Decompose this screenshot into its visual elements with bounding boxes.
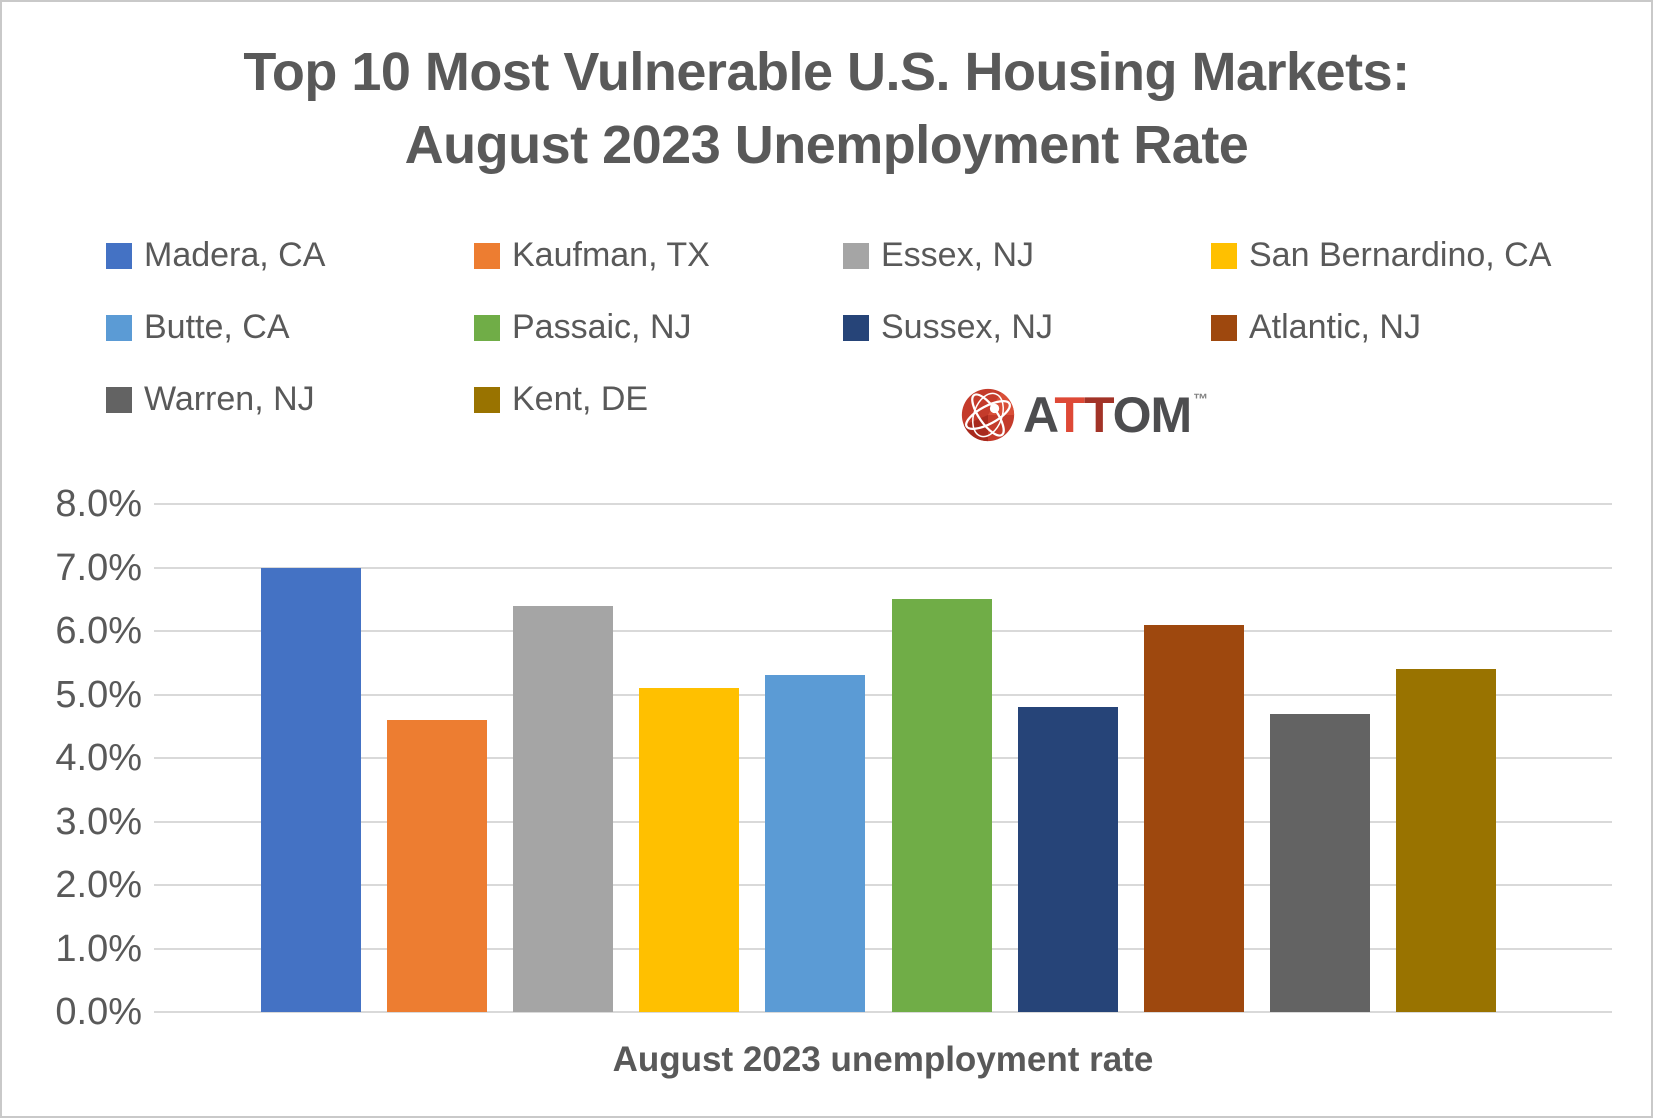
gridline-8-0 bbox=[154, 503, 1612, 505]
bar-atlantic-nj bbox=[1143, 624, 1244, 1012]
legend-label: Kaufman, TX bbox=[512, 236, 710, 274]
legend-label: Warren, NJ bbox=[144, 380, 315, 418]
legend-item-san-bernardino-ca: San Bernardino, CA bbox=[1211, 236, 1576, 274]
legend-item-kaufman-tx: Kaufman, TX bbox=[474, 236, 843, 274]
bar-passaic-nj bbox=[891, 599, 992, 1012]
legend-item-madera-ca: Madera, CA bbox=[106, 236, 474, 274]
gridline-4-0 bbox=[154, 757, 1612, 759]
legend-label: San Bernardino, CA bbox=[1249, 236, 1552, 274]
y-tick-label-7-0: 7.0% bbox=[55, 546, 142, 589]
gridline-0-0 bbox=[154, 1011, 1612, 1013]
trademark-icon: ™ bbox=[1193, 391, 1208, 408]
legend-item-kent-de: Kent, DE bbox=[474, 380, 843, 418]
legend-item-sussex-nj: Sussex, NJ bbox=[843, 308, 1211, 346]
legend-swatch-icon bbox=[106, 242, 132, 269]
legend-swatch-icon bbox=[843, 242, 869, 269]
legend-swatch-icon bbox=[106, 314, 132, 341]
y-tick-label-2-0: 2.0% bbox=[55, 864, 142, 906]
legend-swatch-icon bbox=[106, 386, 132, 413]
attom-logo-text: ATTOM ™ bbox=[1023, 387, 1208, 443]
attom-letter: T bbox=[1054, 387, 1085, 443]
legend-item-butte-ca: Butte, CA bbox=[106, 308, 474, 346]
legend-label: Madera, CA bbox=[144, 236, 326, 274]
chart-legend: Madera, CA Kaufman, TX Essex, NJ San Bernar… bbox=[106, 236, 1576, 418]
gridline-6-0 bbox=[154, 630, 1612, 632]
legend-swatch-icon bbox=[1211, 314, 1237, 341]
legend-label: Passaic, NJ bbox=[512, 308, 692, 346]
legend-swatch-icon bbox=[474, 386, 500, 413]
chart-title-line2: August 2023 Unemployment Rate bbox=[404, 114, 1249, 175]
legend-label: Butte, CA bbox=[144, 308, 290, 346]
gridline-2-0 bbox=[154, 884, 1612, 886]
chart-title: Top 10 Most Vulnerable U.S. Housing Mark… bbox=[2, 36, 1651, 182]
legend-item-essex-nj: Essex, NJ bbox=[843, 236, 1211, 274]
attom-letter: M bbox=[1150, 387, 1193, 443]
attom-globe-icon bbox=[961, 388, 1015, 442]
attom-letter: A bbox=[1023, 387, 1055, 443]
bar-madera-ca bbox=[261, 567, 361, 1012]
chart-title-line1: Top 10 Most Vulnerable U.S. Housing Mark… bbox=[243, 42, 1410, 102]
legend-label: Atlantic, NJ bbox=[1249, 308, 1421, 346]
legend-swatch-icon bbox=[474, 314, 500, 341]
y-tick-label-1-0: 1.0% bbox=[55, 927, 142, 970]
y-tick-label-6-0: 6.0% bbox=[55, 610, 142, 652]
legend-item-warren-nj: Warren, NJ bbox=[106, 380, 474, 418]
y-tick-label-5-0: 5.0% bbox=[55, 673, 142, 716]
legend-swatch-icon bbox=[474, 242, 500, 269]
bar-essex-nj bbox=[513, 605, 614, 1012]
legend-item-atlantic-nj: Atlantic, NJ bbox=[1211, 308, 1576, 346]
legend-label: Sussex, NJ bbox=[881, 308, 1053, 346]
x-axis-title: August 2023 unemployment rate bbox=[612, 1040, 1154, 1079]
gridline-7-0 bbox=[154, 566, 1612, 569]
bar-kent-de bbox=[1395, 669, 1496, 1012]
y-tick-label-4-0: 4.0% bbox=[55, 737, 142, 779]
plot-area bbox=[154, 503, 1612, 1013]
bar-kaufman-tx bbox=[387, 719, 488, 1012]
bar-san-bernardino-ca bbox=[639, 688, 740, 1012]
attom-letter: T bbox=[1083, 387, 1114, 443]
attom-letter: O bbox=[1112, 387, 1152, 443]
gridline-3-0 bbox=[154, 820, 1612, 823]
y-tick-label-8-0: 8.0% bbox=[55, 483, 142, 525]
attom-wordmark: ATTOM bbox=[1023, 387, 1193, 443]
legend-swatch-icon bbox=[843, 314, 869, 341]
bar-series bbox=[261, 504, 1496, 1012]
y-tick-label-3-0: 3.0% bbox=[55, 800, 142, 843]
legend-item-passaic-nj: Passaic, NJ bbox=[474, 308, 843, 346]
gridline-5-0 bbox=[154, 693, 1612, 696]
y-tick-label-0-0: 0.0% bbox=[55, 991, 142, 1033]
bar-butte-ca bbox=[765, 675, 866, 1012]
legend-swatch-icon bbox=[1211, 242, 1237, 269]
legend-label: Essex, NJ bbox=[881, 236, 1035, 274]
gridline-1-0 bbox=[154, 947, 1612, 950]
bar-sussex-nj bbox=[1017, 707, 1118, 1012]
bar-warren-nj bbox=[1269, 713, 1370, 1012]
legend-label: Kent, DE bbox=[512, 380, 649, 418]
attom-logo: ATTOM ™ bbox=[960, 386, 1208, 444]
